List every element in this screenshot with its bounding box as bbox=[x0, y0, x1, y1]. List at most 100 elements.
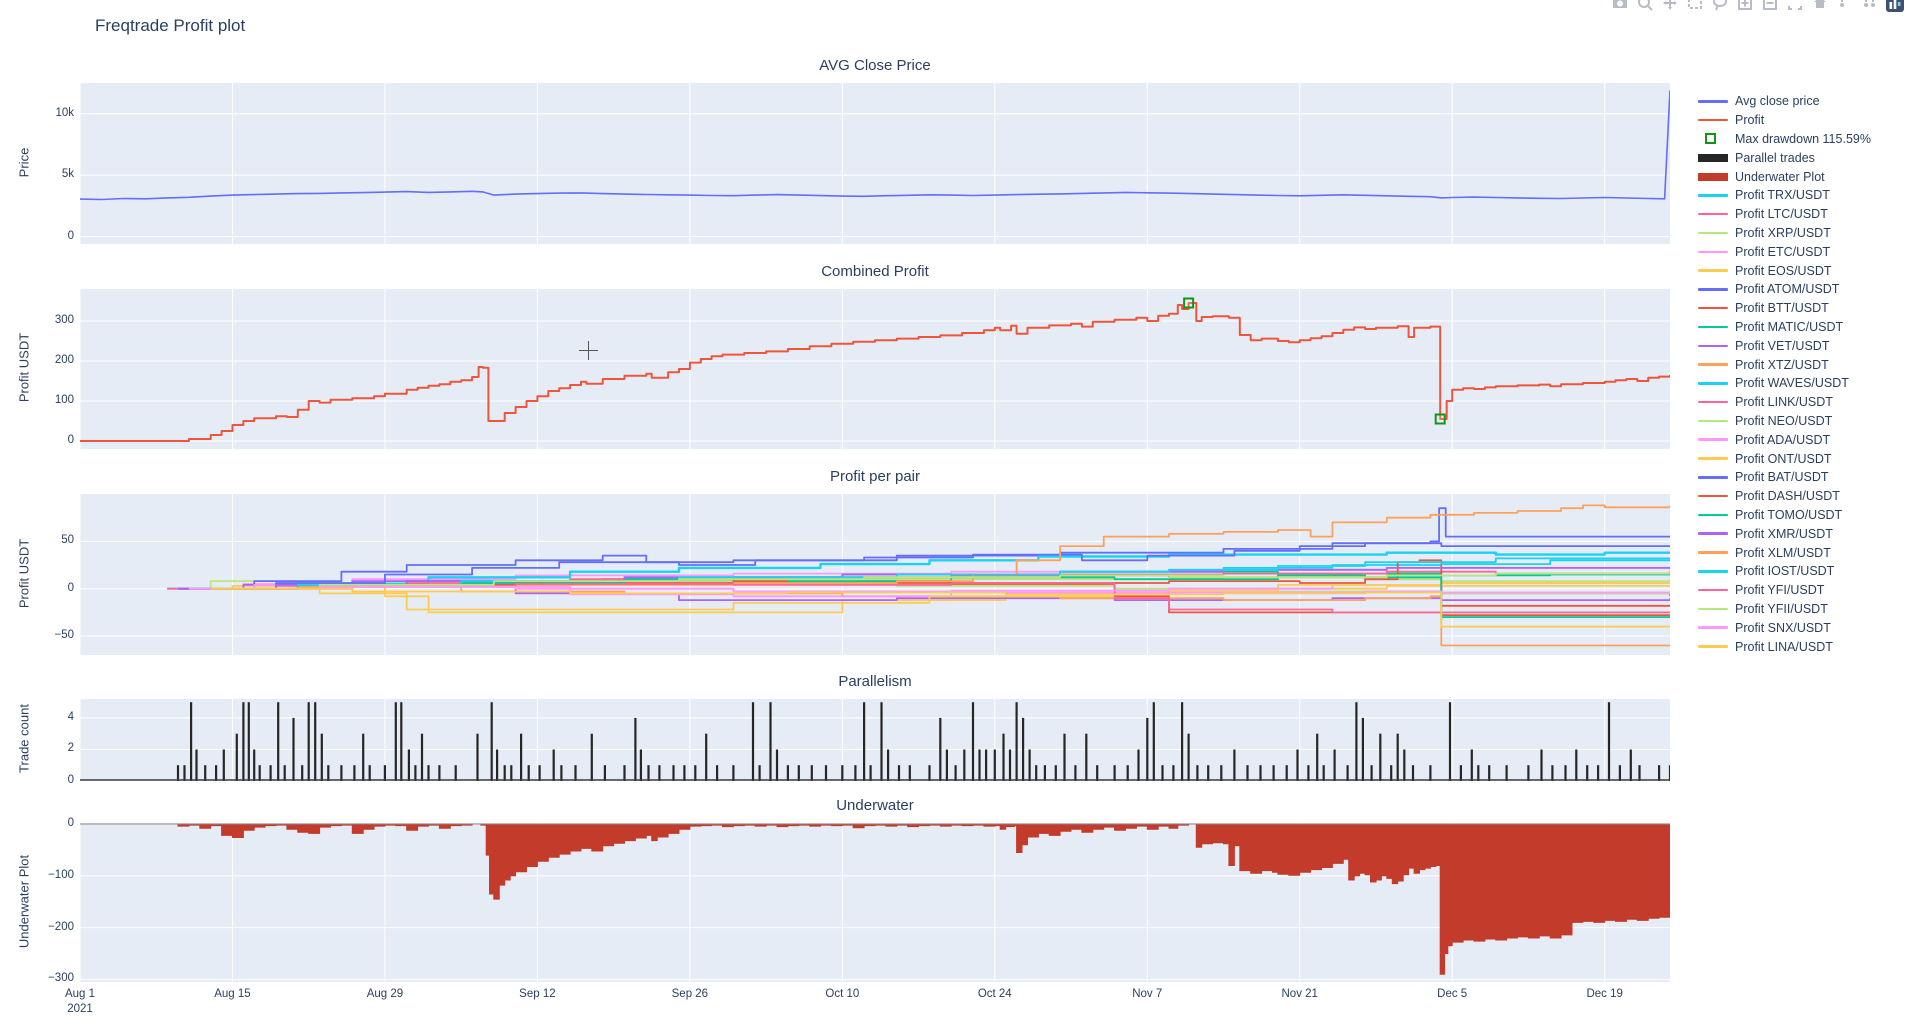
camera-icon[interactable] bbox=[1609, 0, 1631, 14]
legend-item-profit-bat-usdt[interactable]: Profit BAT/USDT bbox=[1698, 468, 1910, 487]
series-color-swatch bbox=[1698, 269, 1728, 272]
series-color-swatch bbox=[1698, 172, 1728, 181]
box-select-icon[interactable] bbox=[1684, 0, 1706, 14]
plotly-logo[interactable] bbox=[1884, 0, 1906, 14]
legend-item-profit-iost-usdt[interactable]: Profit IOST/USDT bbox=[1698, 562, 1910, 581]
legend-label: Profit WAVES/USDT bbox=[1735, 376, 1849, 391]
legend-label: Profit BTT/USDT bbox=[1735, 301, 1829, 316]
series-color-swatch bbox=[1698, 570, 1728, 573]
legend-item-profit-link-usdt[interactable]: Profit LINK/USDT bbox=[1698, 393, 1910, 412]
legend-item-profit-xmr-usdt[interactable]: Profit XMR/USDT bbox=[1698, 524, 1910, 543]
series-color-swatch bbox=[1698, 513, 1728, 517]
autoscale-icon[interactable] bbox=[1784, 0, 1806, 14]
legend-item-profit-atom-usdt[interactable]: Profit ATOM/USDT bbox=[1698, 280, 1910, 299]
legend-item-profit-yfii-usdt[interactable]: Profit YFII/USDT bbox=[1698, 600, 1910, 619]
legend-item-profit-ltc-usdt[interactable]: Profit LTC/USDT bbox=[1698, 205, 1910, 224]
zoom-icon[interactable] bbox=[1634, 0, 1656, 14]
legend-item-avg-close-price[interactable]: Avg close price bbox=[1698, 92, 1910, 111]
series-color-swatch bbox=[1698, 532, 1728, 535]
series-color-swatch bbox=[1698, 551, 1728, 554]
legend-label: Profit YFII/USDT bbox=[1735, 601, 1828, 616]
series-color-swatch bbox=[1698, 438, 1728, 441]
y-axis-label-price: Price bbox=[16, 147, 32, 177]
legend-label: Profit LINK/USDT bbox=[1735, 395, 1833, 410]
x-tick-label: Sep 26 bbox=[671, 988, 709, 1000]
y-tick-label: −200 bbox=[48, 920, 74, 933]
legend-label: Profit VET/USDT bbox=[1735, 338, 1830, 353]
legend-item-profit-vet-usdt[interactable]: Profit VET/USDT bbox=[1698, 336, 1910, 355]
subplot-parallel[interactable] bbox=[80, 699, 1670, 781]
legend-label: Profit DASH/USDT bbox=[1735, 489, 1840, 504]
series-color-swatch bbox=[1698, 344, 1728, 347]
legend-item-profit-ont-usdt[interactable]: Profit ONT/USDT bbox=[1698, 449, 1910, 468]
pan-icon[interactable] bbox=[1659, 0, 1681, 14]
series-color-swatch bbox=[1698, 382, 1728, 385]
y-tick-label: 50 bbox=[61, 534, 74, 547]
y-tick-label: 0 bbox=[67, 817, 74, 830]
subplot-underwater[interactable] bbox=[80, 823, 1670, 982]
series-color-swatch bbox=[1698, 325, 1728, 329]
legend-label: Profit TRX/USDT bbox=[1735, 188, 1830, 203]
hover-compare-icon[interactable] bbox=[1859, 0, 1881, 14]
legend-label: Max drawdown 115.59% bbox=[1735, 131, 1871, 146]
legend-item-profit-xlm-usdt[interactable]: Profit XLM/USDT bbox=[1698, 543, 1910, 562]
legend-item-underwater-plot[interactable]: Underwater Plot bbox=[1698, 167, 1910, 186]
y-tick-label: 0 bbox=[67, 434, 74, 446]
legend-item-profit-snx-usdt[interactable]: Profit SNX/USDT bbox=[1698, 618, 1910, 637]
series-color-swatch bbox=[1698, 457, 1728, 460]
legend-item-profit-waves-usdt[interactable]: Profit WAVES/USDT bbox=[1698, 374, 1910, 393]
legend-item-profit-xrp-usdt[interactable]: Profit XRP/USDT bbox=[1698, 224, 1910, 243]
series-color-swatch bbox=[1698, 419, 1728, 423]
y-tick-label: 0 bbox=[67, 581, 74, 594]
legend-item-profit[interactable]: Profit bbox=[1698, 111, 1910, 130]
x-tick-label: Aug 15 bbox=[214, 988, 251, 1000]
legend-item-profit-tomo-usdt[interactable]: Profit TOMO/USDT bbox=[1698, 506, 1910, 525]
legend-label: Avg close price bbox=[1735, 94, 1820, 109]
y-tick-label: 100 bbox=[54, 394, 74, 406]
legend-item-parallel-trades[interactable]: Parallel trades bbox=[1698, 148, 1910, 167]
legend-label: Profit XMR/USDT bbox=[1735, 526, 1833, 541]
legend-item-profit-dash-usdt[interactable]: Profit DASH/USDT bbox=[1698, 487, 1910, 506]
legend-label: Profit BAT/USDT bbox=[1735, 470, 1829, 485]
legend-label: Profit ETC/USDT bbox=[1735, 244, 1831, 259]
legend-label: Profit IOST/USDT bbox=[1735, 564, 1835, 579]
series-color-swatch bbox=[1698, 231, 1728, 235]
x-tick-label: Oct 24 bbox=[977, 988, 1012, 1000]
legend-item-profit-lina-usdt[interactable]: Profit LINA/USDT bbox=[1698, 637, 1910, 656]
legend-item-profit-xtz-usdt[interactable]: Profit XTZ/USDT bbox=[1698, 355, 1910, 374]
subplot-title-underwater: Underwater bbox=[836, 797, 914, 814]
subplot-title-profit: Combined Profit bbox=[821, 263, 929, 280]
y-tick-label: 4 bbox=[67, 710, 74, 723]
legend-label: Profit ONT/USDT bbox=[1735, 451, 1832, 466]
series-color-swatch bbox=[1698, 494, 1728, 498]
legend-item-profit-btt-usdt[interactable]: Profit BTT/USDT bbox=[1698, 299, 1910, 318]
legend-item-profit-yfi-usdt[interactable]: Profit YFI/USDT bbox=[1698, 581, 1910, 600]
zoom-out-icon[interactable] bbox=[1759, 0, 1781, 14]
x-tick-label: Aug 1 2021 bbox=[64, 988, 96, 1015]
legend-item-profit-eos-usdt[interactable]: Profit EOS/USDT bbox=[1698, 261, 1910, 280]
series-color-swatch bbox=[1698, 626, 1728, 629]
series-color-swatch bbox=[1698, 212, 1728, 216]
y-tick-label: 10k bbox=[55, 106, 74, 119]
hover-closest-icon[interactable] bbox=[1834, 0, 1856, 14]
subplot-profit[interactable] bbox=[80, 289, 1670, 449]
legend-item-profit-neo-usdt[interactable]: Profit NEO/USDT bbox=[1698, 412, 1910, 431]
legend-item-profit-ada-usdt[interactable]: Profit ADA/USDT bbox=[1698, 430, 1910, 449]
reset-axes-icon[interactable] bbox=[1809, 0, 1831, 14]
legend-label: Profit XLM/USDT bbox=[1735, 545, 1831, 560]
legend-item-max-drawdown-115-59-[interactable]: Max drawdown 115.59% bbox=[1698, 130, 1910, 149]
legend-item-profit-etc-usdt[interactable]: Profit ETC/USDT bbox=[1698, 242, 1910, 261]
legend-item-profit-matic-usdt[interactable]: Profit MATIC/USDT bbox=[1698, 318, 1910, 337]
legend-label: Profit ADA/USDT bbox=[1735, 432, 1831, 447]
zoom-in-icon[interactable] bbox=[1734, 0, 1756, 14]
subplot-pairs[interactable] bbox=[80, 494, 1670, 655]
x-tick-label: Aug 29 bbox=[366, 988, 404, 1000]
legend-item-profit-trx-usdt[interactable]: Profit TRX/USDT bbox=[1698, 186, 1910, 205]
subplot-title-price: AVG Close Price bbox=[819, 57, 931, 74]
legend-label: Profit TOMO/USDT bbox=[1735, 507, 1843, 522]
y-tick-label: 0 bbox=[67, 774, 74, 786]
legend: Avg close price Profit Max drawdown 115.59… bbox=[1698, 92, 1910, 656]
lasso-icon[interactable] bbox=[1709, 0, 1731, 14]
subplot-price[interactable] bbox=[80, 83, 1670, 244]
